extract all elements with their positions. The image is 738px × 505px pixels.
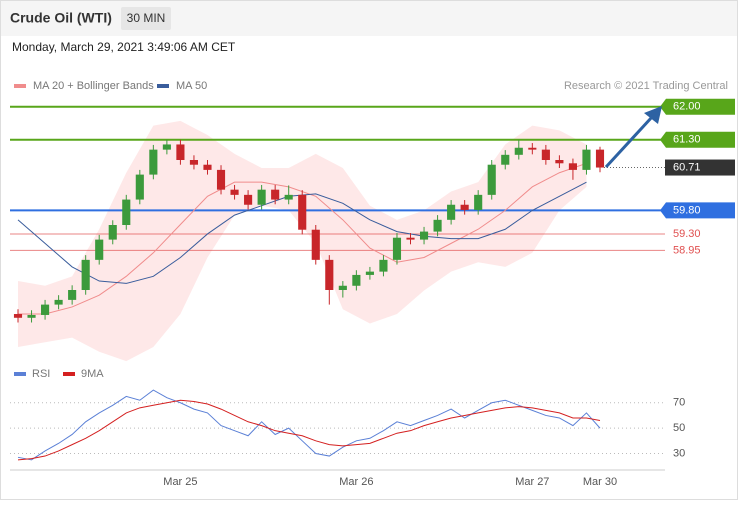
date: Monday, March 29, 2021 3:49:06 AM CET [12, 40, 236, 54]
level-label: 61.30 [673, 134, 701, 146]
candle-body [433, 219, 442, 232]
legend-label: RSI [32, 368, 50, 380]
candle-body [595, 149, 605, 168]
candle-body [68, 290, 77, 300]
candle-body [13, 314, 23, 318]
candle-body [189, 160, 199, 165]
candle-body [514, 147, 523, 155]
candle-body [474, 194, 483, 210]
level-box [660, 131, 735, 148]
candle-body [298, 194, 307, 230]
level-label: 59.30 [673, 228, 701, 240]
candle-body [406, 237, 415, 240]
candle-body [379, 259, 388, 272]
candle-body [338, 285, 347, 290]
bollinger-band [18, 120, 587, 362]
legend-swatch [14, 372, 26, 376]
candle-body [311, 229, 320, 260]
legend-swatch [63, 372, 75, 376]
candle-body [325, 259, 334, 290]
forecast-arrow [604, 115, 654, 169]
candle-body [419, 231, 429, 240]
level-box [665, 159, 735, 176]
level-label: 60.71 [673, 161, 701, 173]
candle-body [27, 314, 36, 318]
legend-label: MA 50 [176, 80, 207, 92]
candle-body [122, 199, 131, 225]
candle-body [271, 189, 280, 200]
legend-swatch [14, 84, 26, 88]
timeframe[interactable]: 30 MIN [127, 11, 166, 25]
legend-label: MA 20 + Bollinger Bands [33, 80, 154, 92]
level-label: 58.95 [673, 244, 701, 256]
level-box [660, 98, 735, 115]
candle-body [487, 164, 496, 195]
x-tick-label: Mar 30 [583, 476, 617, 488]
candle-body [54, 299, 63, 305]
candle-body [244, 194, 253, 205]
candle-body [541, 149, 550, 160]
y-tick-label: 70 [673, 397, 685, 409]
source: Research © 2021 Trading Central [564, 80, 728, 92]
candle-body [162, 144, 171, 150]
candle-body [149, 149, 158, 175]
candle-body [365, 271, 374, 275]
timeframe-badge[interactable] [121, 7, 171, 30]
candle-body [284, 194, 293, 200]
level-label: 62.00 [673, 101, 701, 113]
candle-body [81, 259, 90, 290]
x-tick-label: Mar 25 [163, 476, 197, 488]
rsi-line [17, 399, 601, 461]
candle-body [352, 274, 361, 286]
level-label: 59.80 [673, 204, 701, 216]
candle-body [176, 144, 185, 160]
x-tick-label: Mar 26 [339, 476, 373, 488]
candle-body [135, 174, 144, 200]
rsi-line [17, 389, 601, 461]
candle-body [108, 225, 117, 240]
candle-body [257, 189, 266, 205]
legend-label: 9MA [81, 368, 104, 380]
candle-body [568, 163, 577, 170]
x-tick-label: Mar 27 [515, 476, 549, 488]
y-tick-label: 30 [673, 447, 685, 459]
chart-title: Crude Oil (WTI) [10, 10, 112, 26]
y-tick-label: 50 [673, 422, 685, 434]
candle-body [447, 204, 456, 220]
candle-body [528, 147, 537, 150]
candle-body [501, 154, 510, 165]
candle-body [582, 149, 591, 170]
level-box [660, 202, 735, 219]
candle-body [203, 164, 212, 170]
candle-body [41, 304, 50, 315]
candle-body [216, 169, 226, 190]
candle-body [95, 239, 104, 260]
candle-body [392, 237, 402, 260]
candle-body [230, 189, 239, 195]
candle-body [460, 204, 469, 210]
candle-body [555, 160, 564, 164]
legend-swatch [157, 84, 169, 88]
forecast-arrowhead [644, 106, 662, 124]
